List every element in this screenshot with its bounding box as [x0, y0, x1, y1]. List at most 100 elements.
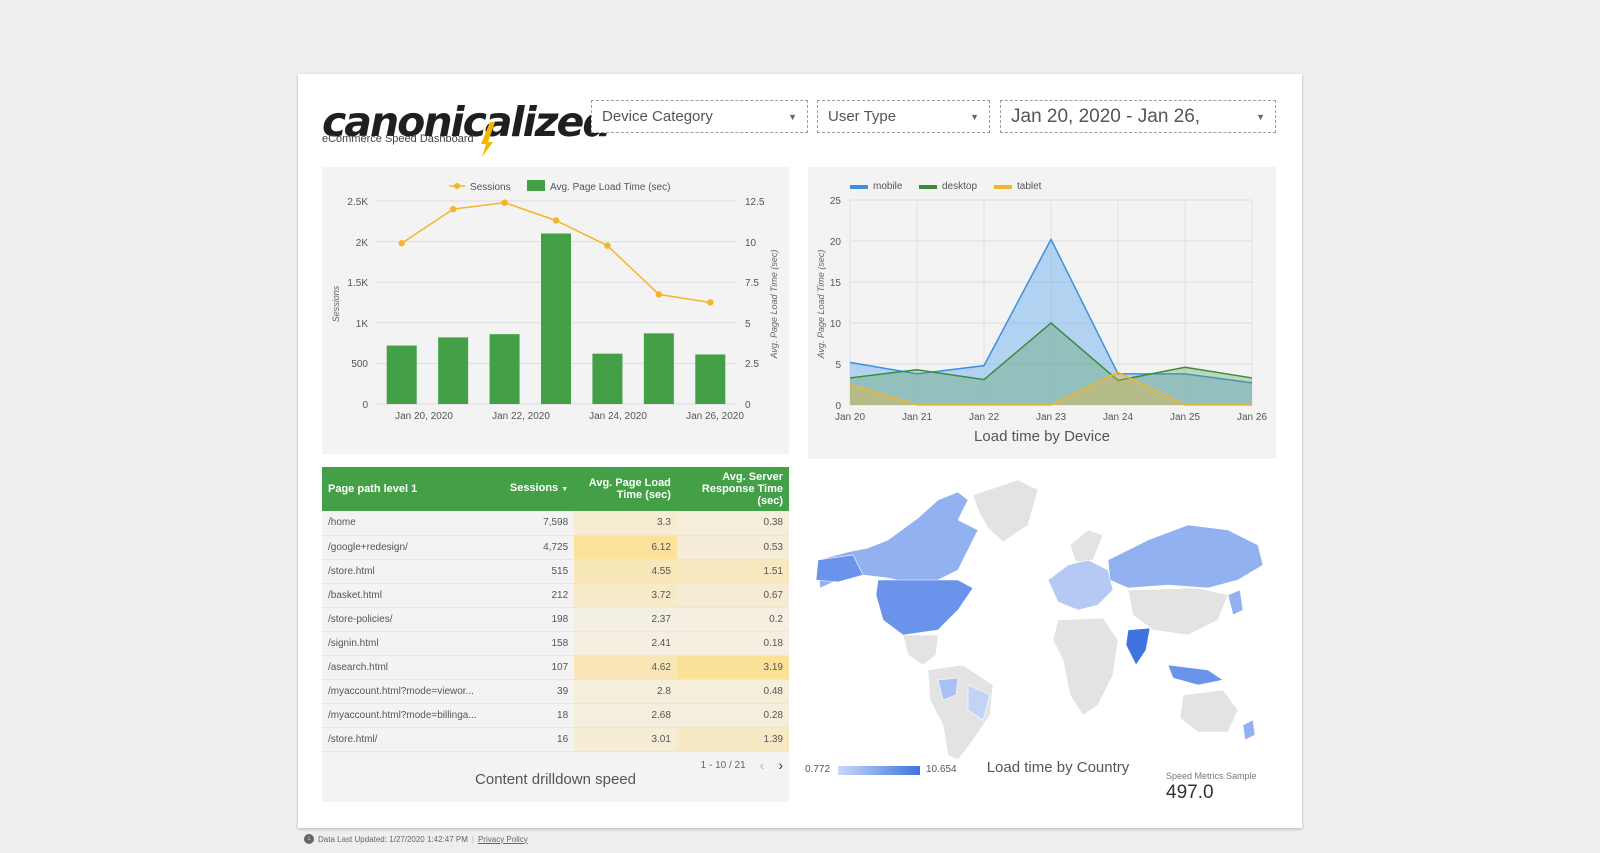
table-row[interactable]: /myaccount.html?mode=billinga... 18 2.68 0.… [322, 703, 789, 728]
cell-sessions: 16 [499, 727, 575, 752]
tablet-area [850, 372, 1252, 405]
header-sessions[interactable]: Sessions ▼ [499, 467, 575, 511]
chevron-down-icon: ▼ [1256, 111, 1265, 122]
left-tick: 1K [356, 319, 369, 330]
new-zealand-region[interactable] [1242, 719, 1256, 741]
table-row[interactable]: /signin.html 158 2.41 0.18 [322, 631, 789, 656]
cell-sessions: 107 [499, 655, 575, 680]
asia-region[interactable] [1127, 587, 1229, 636]
x-tick: Jan 20, 2020 [395, 411, 453, 422]
brazil-region[interactable] [967, 684, 991, 721]
load-time-bar[interactable] [386, 345, 417, 404]
device-y-axis-label: Avg. Page Load Time (sec) [816, 250, 826, 360]
desktop-line[interactable] [849, 322, 1253, 382]
sessions-point[interactable] [552, 217, 560, 224]
load-time-bar[interactable] [695, 354, 726, 404]
world-map-svg [815, 479, 1264, 761]
tablet-line[interactable] [849, 371, 1252, 406]
footer: ↓ Data Last Updated: 1/27/2020 1:42:47 P… [304, 834, 528, 844]
table-row[interactable]: /store-policies/198 2.37 0.2 [322, 607, 789, 632]
load-time-bar[interactable] [489, 334, 520, 404]
user-type-label: User Type [828, 108, 897, 125]
table-row[interactable]: /home 7,598 3.3 0.38 [322, 511, 789, 536]
legend-load-label: Avg. Page Load Time (sec) [550, 182, 670, 193]
prev-page-icon[interactable]: ‹ [759, 757, 765, 773]
privacy-policy-link[interactable]: Privacy Policy [477, 834, 528, 844]
cell-sessions: 158 [499, 631, 575, 656]
x-tick: Jan 26 [1237, 412, 1267, 423]
japan-region[interactable] [1227, 589, 1244, 616]
sessions-loadtime-chart: Sessions Avg. Page Load Time (sec) 0 500… [331, 180, 779, 422]
y-tick: 5 [835, 360, 841, 371]
alaska-region[interactable] [815, 554, 864, 583]
scandinavia-region[interactable] [1069, 529, 1104, 563]
user-type-filter[interactable]: User Type ▼ [817, 100, 990, 133]
scorecard-value: 497.0 [1166, 782, 1214, 803]
table-pagination: 1 - 10 / 21 ‹ › [701, 757, 783, 773]
world-map[interactable] [808, 470, 1276, 770]
sort-desc-icon: ▼ [561, 486, 569, 493]
y-tick: 15 [830, 278, 842, 289]
legend-mobile-label: mobile [873, 181, 903, 192]
india-region[interactable] [1125, 627, 1151, 666]
load-time-bar[interactable] [592, 353, 623, 404]
greenland-region[interactable] [972, 479, 1039, 543]
europe-region[interactable] [1047, 559, 1114, 611]
device-category-filter[interactable]: Device Category ▼ [591, 100, 808, 133]
sessions-point[interactable] [501, 199, 508, 206]
legend-desktop-label: desktop [942, 181, 977, 192]
table-row[interactable]: /google+redesign/4,725 6.12 0.53 [322, 535, 789, 560]
sessions-point[interactable] [398, 240, 405, 247]
map-legend-min: 0.772 [805, 764, 831, 775]
left-tick: 1.5K [347, 278, 368, 289]
africa-region[interactable] [1052, 617, 1119, 716]
cell-server-response: 0.28 [676, 703, 789, 728]
header-page-load-time[interactable]: Avg. Page Load Time (sec) [574, 467, 677, 511]
mobile-line[interactable] [849, 237, 1253, 384]
mexico-region[interactable] [902, 634, 939, 666]
cell-page-path: /myaccount.html?mode=viewor... [322, 679, 500, 704]
map-legend-max: 10.654 [926, 764, 957, 775]
cell-page-path: /store.html/ [322, 727, 500, 752]
table-row[interactable]: /store.html 515 4.55 1.51 [322, 559, 789, 584]
table-row[interactable]: /myaccount.html?mode=viewor... 39 2.8 0.48 [322, 679, 789, 704]
load-time-bar[interactable] [541, 233, 571, 404]
device-chart-panel: mobile desktop tablet 0 5 10 15 20 25 Ja… [808, 167, 1276, 459]
table-title: Content drilldown speed [475, 771, 636, 788]
date-range-label: Jan 20, 2020 - Jan 26, [1011, 105, 1201, 127]
table-row[interactable]: /asearch.html 107 4.62 3.19 [322, 655, 789, 680]
left-tick: 500 [351, 359, 368, 370]
usa-region[interactable] [875, 579, 974, 636]
indonesia-region[interactable] [1167, 664, 1224, 686]
cell-page-load-time: 6.12 [574, 535, 677, 560]
sessions-point[interactable] [604, 242, 611, 249]
table-row[interactable]: /basket.html 212 3.72 0.67 [322, 583, 789, 608]
x-tick: Jan 26, 2020 [686, 411, 744, 422]
left-tick: 0 [362, 400, 368, 411]
cell-page-load-time: 2.41 [574, 631, 677, 656]
header-server-response[interactable]: Avg. Server Response Time (sec) [676, 467, 789, 511]
date-range-filter[interactable]: Jan 20, 2020 - Jan 26, ▼ [1000, 100, 1276, 133]
russia-region[interactable] [1107, 524, 1264, 589]
x-tick: Jan 22 [969, 412, 999, 423]
load-time-by-device-chart: mobile desktop tablet 0 5 10 15 20 25 Ja… [816, 181, 1267, 445]
cell-page-load-time: 4.62 [574, 655, 677, 680]
peru-region[interactable] [937, 677, 959, 701]
load-time-bar[interactable] [438, 337, 469, 404]
load-time-bar[interactable] [643, 333, 674, 404]
cell-server-response: 0.38 [676, 511, 789, 536]
left-tick: 2K [356, 238, 369, 249]
next-page-icon[interactable]: › [778, 757, 783, 773]
cell-page-load-time: 2.68 [574, 703, 677, 728]
info-icon: ↓ [304, 834, 314, 844]
x-tick: Jan 23 [1036, 412, 1066, 423]
right-tick: 12.5 [745, 197, 765, 208]
y-tick: 25 [830, 196, 842, 207]
header-page-path[interactable]: Page path level 1 [322, 467, 500, 511]
australia-region[interactable] [1179, 689, 1239, 733]
cell-sessions: 198 [499, 607, 575, 632]
sessions-point[interactable] [707, 299, 714, 306]
table-row[interactable]: /store.html/16 3.01 1.39 [322, 727, 789, 752]
sessions-point[interactable] [655, 291, 663, 298]
sessions-point[interactable] [449, 205, 457, 213]
